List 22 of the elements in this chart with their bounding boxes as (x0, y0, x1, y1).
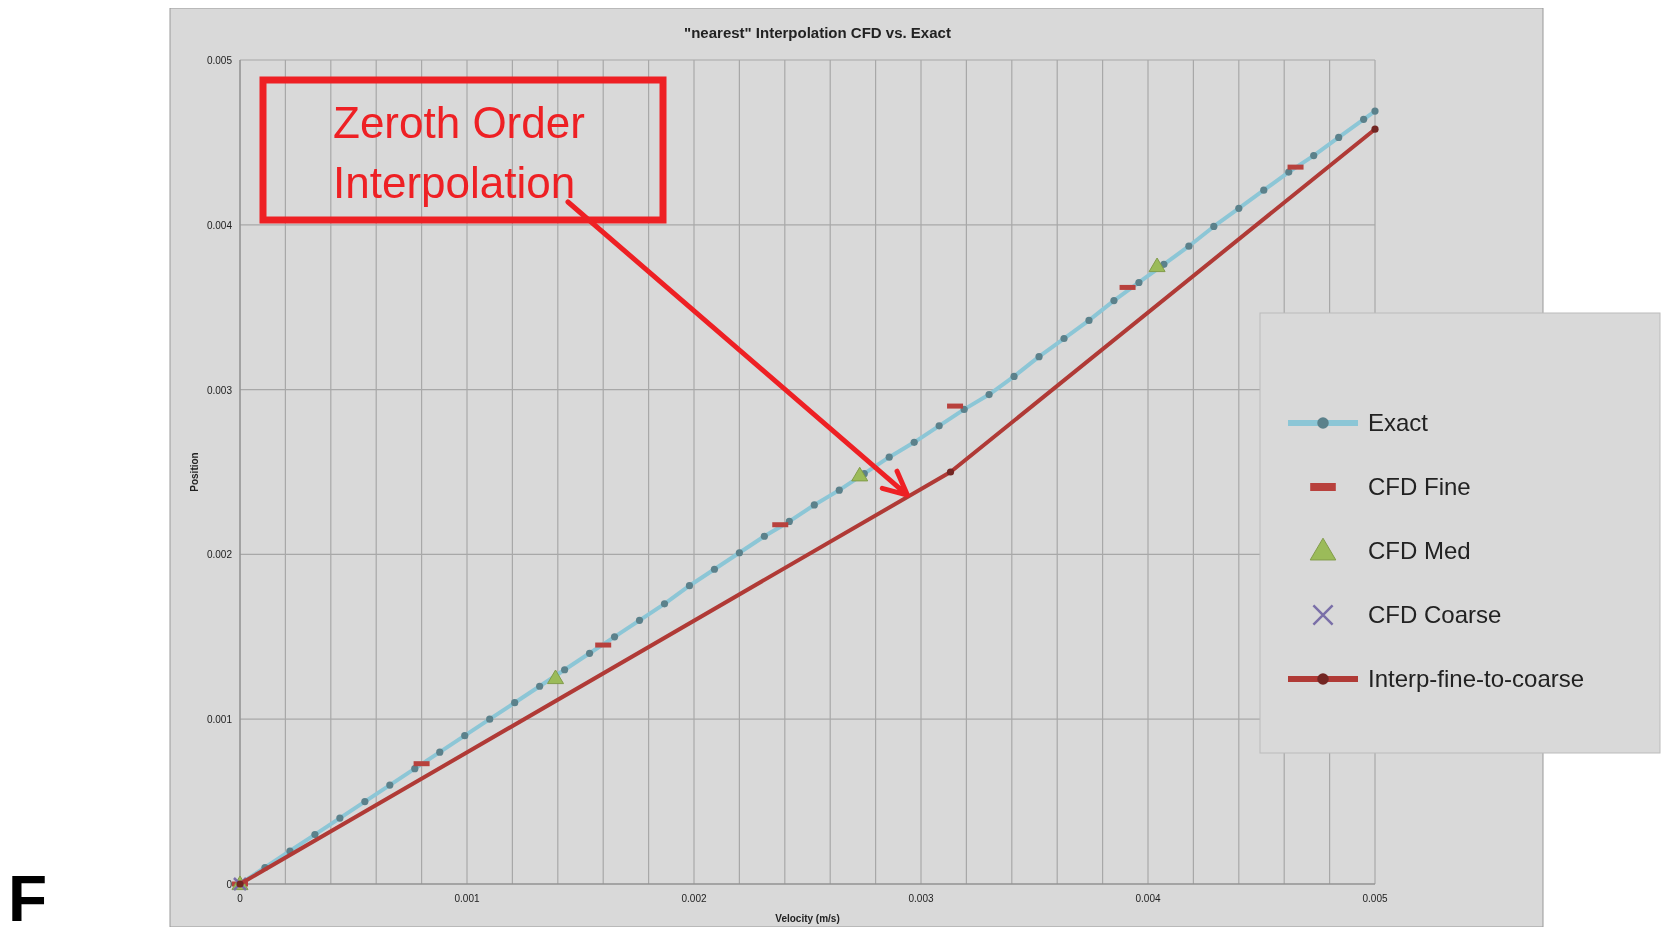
chart-title: "nearest" Interpolation CFD vs. Exact (684, 24, 951, 41)
x-tick-label: 0.005 (1362, 893, 1388, 904)
annotation: Zeroth Order Interpolation (333, 98, 585, 207)
y-tick-label: 0.005 (206, 55, 233, 66)
legend-label: CFD Med (1368, 537, 1471, 564)
y-tick-label: 0.001 (206, 714, 233, 726)
legend-label: Interp-fine-to-coarse (1368, 665, 1585, 692)
y-axis-title: Position (189, 452, 200, 492)
y-tick-label: 0.004 (206, 219, 233, 231)
legend-label: CFD Fine (1368, 473, 1471, 500)
y-tick-label: 0.003 (206, 384, 233, 396)
text: F (8, 863, 48, 935)
x-tick-label: 0.002 (681, 893, 707, 904)
x-tick-label: 0.001 (454, 893, 480, 904)
x-tick-label: 0.003 (908, 893, 934, 904)
x-tick-label: 0.004 (1135, 893, 1161, 904)
legend-label: CFD Coarse (1368, 601, 1502, 628)
y-tick-label: 0.002 (206, 549, 233, 561)
legend-label: Exact (1368, 409, 1429, 436)
y-tick-label: 0 (226, 879, 233, 890)
x-tick-label: 0 (237, 893, 244, 904)
x-axis-title: Velocity (m/s) (775, 913, 840, 924)
